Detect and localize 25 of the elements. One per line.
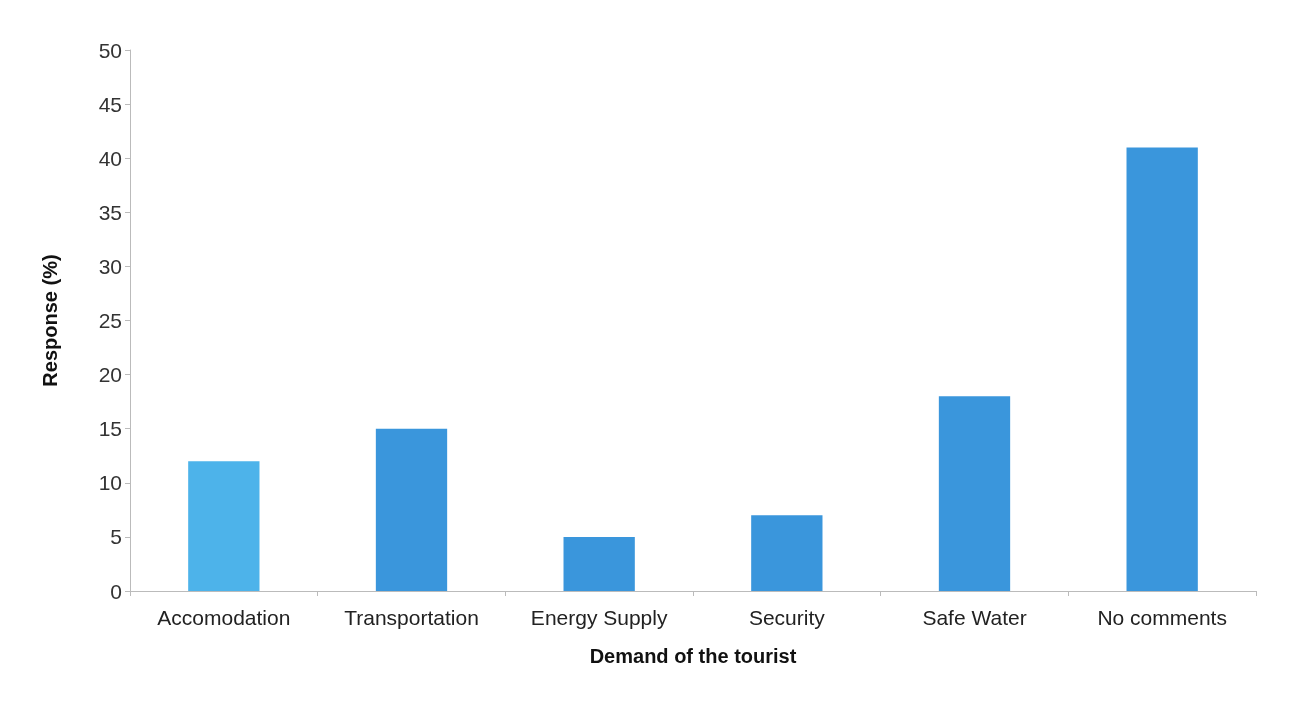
y-axis-title: Response (%)	[39, 254, 61, 387]
y-tick-label: 35	[98, 200, 122, 224]
y-tick-label: 30	[98, 254, 122, 278]
y-tick-label: 5	[110, 525, 122, 549]
y-tick-label: 10	[98, 471, 122, 495]
x-tick-label: Security	[748, 606, 826, 629]
x-tick-label: Safe Water	[922, 606, 1027, 629]
bar	[375, 428, 448, 591]
y-tick-label: 40	[98, 146, 122, 170]
y-tick-label: 20	[98, 363, 122, 387]
bar	[563, 536, 635, 591]
y-tick-label: 0	[110, 579, 122, 603]
x-tick-label: Accomodation	[157, 606, 291, 629]
y-tick-label: 25	[98, 309, 122, 332]
x-tick-label: Transportation	[344, 606, 479, 629]
x-tick-label: Energy Supply	[530, 606, 668, 629]
x-tick-label: No comments	[1097, 606, 1227, 629]
bar	[938, 396, 1011, 591]
bar	[1126, 147, 1198, 591]
bar	[751, 515, 823, 591]
y-tick-label: 50	[98, 38, 122, 62]
y-tick-label: 45	[98, 92, 122, 116]
x-axis-title: Demand of the tourist	[589, 645, 797, 667]
y-tick-label: 15	[98, 417, 122, 441]
bar	[188, 461, 260, 591]
